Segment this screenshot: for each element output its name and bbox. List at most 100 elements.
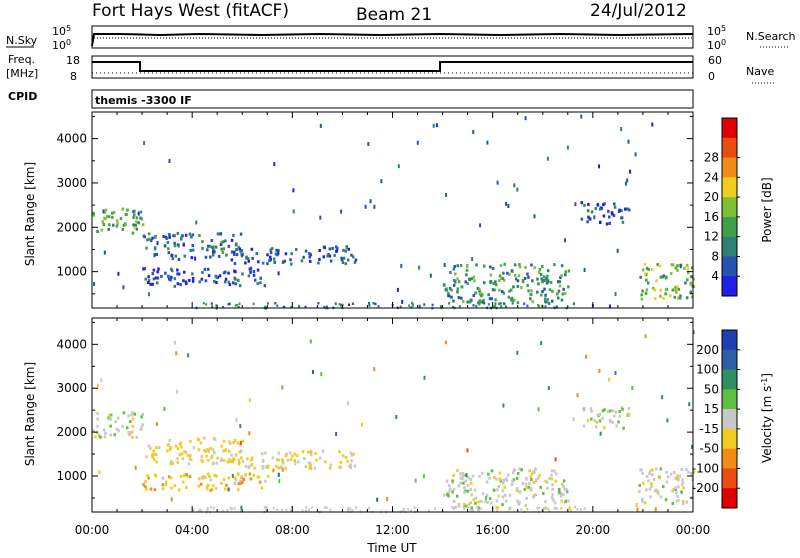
freq-unit: [MHz] [6, 67, 38, 80]
echo-cell [464, 479, 467, 483]
echo-cell [479, 291, 482, 295]
echo-cell [551, 487, 554, 491]
cpid-panel: CPID themis -3300 IF [8, 89, 694, 109]
echo-cell [163, 244, 167, 248]
echo-cell [222, 478, 226, 482]
echo-cell [661, 395, 664, 400]
echo-cell [201, 270, 204, 274]
echo-cell [259, 276, 262, 280]
echo-cell [308, 461, 312, 465]
echo-cell [466, 282, 469, 286]
echo-cell [155, 460, 158, 464]
colorbar-tick-label: 28 [704, 151, 719, 165]
colorbar-segment [722, 349, 737, 371]
echo-cell [518, 263, 521, 267]
echo-cell [133, 226, 136, 230]
echo-cell [601, 409, 605, 413]
colorbar-segment [722, 118, 737, 139]
echo-cell [142, 267, 145, 271]
echo-cell [146, 474, 149, 478]
echo-cell [503, 493, 507, 497]
echo-cell [130, 413, 133, 417]
echo-cell [292, 188, 295, 193]
echo-cell [186, 454, 190, 457]
echo-cell [183, 254, 186, 258]
echo-cell [182, 279, 185, 283]
echo-cell [146, 238, 149, 242]
echo-cell [266, 302, 269, 305]
echo-cell [572, 417, 575, 422]
echo-cell [228, 302, 231, 306]
echo-cell [166, 240, 170, 244]
echo-cell [526, 272, 529, 276]
echo-cell [206, 458, 210, 462]
echo-cell [275, 464, 278, 468]
echo-cell [133, 209, 136, 213]
echo-cell [659, 467, 663, 471]
echo-cell [135, 227, 139, 231]
echo-cell [674, 285, 677, 289]
echo-cell [303, 457, 306, 460]
echo-cell [587, 203, 590, 206]
echo-cell [197, 448, 201, 452]
echo-cell [502, 278, 506, 282]
echo-cell [626, 178, 629, 183]
echo-cell [586, 220, 589, 224]
echo-cell [457, 280, 461, 284]
echo-cell [188, 475, 192, 478]
echo-cell [323, 305, 326, 309]
echo-cell [231, 507, 233, 511]
echo-cell [176, 272, 179, 276]
echo-cell [535, 478, 538, 482]
echo-cell [469, 478, 473, 481]
echo-cell [517, 472, 520, 476]
echo-cell [350, 253, 353, 257]
echo-cell [341, 303, 344, 307]
echo-cell [236, 441, 239, 445]
echo-cell [173, 244, 177, 248]
echo-cell [249, 270, 252, 274]
echo-cell [220, 444, 223, 448]
echo-cell [110, 211, 114, 215]
echo-cell [168, 438, 171, 442]
echo-cell [222, 240, 225, 244]
echo-cell [451, 490, 454, 494]
echo-cell [489, 280, 493, 283]
echo-cell [340, 209, 343, 214]
echo-cell [201, 476, 204, 480]
echo-cell [182, 480, 185, 484]
echo-cell [108, 223, 111, 227]
echo-cell [169, 476, 173, 480]
echo-cell [563, 488, 567, 491]
echo-cell [131, 417, 135, 421]
echo-cell [327, 253, 330, 256]
echo-cell [175, 351, 178, 356]
echo-cell [350, 459, 353, 463]
echo-cell [281, 467, 284, 472]
echo-cell [131, 411, 134, 415]
echo-cell [607, 410, 610, 413]
echo-cell [240, 480, 244, 484]
noise-tick-left-top: 105 [52, 24, 71, 39]
echo-cell [542, 275, 546, 279]
echo-cell [225, 483, 228, 487]
echo-cell [133, 412, 137, 416]
echo-cell [539, 273, 543, 277]
echo-cell [240, 254, 244, 258]
echo-cell [221, 250, 224, 254]
y-tick-label: 2000 [56, 220, 87, 234]
echo-cell [450, 295, 453, 299]
echo-cell [681, 478, 684, 482]
echo-cell [528, 481, 531, 485]
echo-cell [143, 141, 146, 146]
echo-cell [651, 473, 654, 477]
echo-cell [346, 460, 349, 464]
echo-cell [187, 353, 190, 358]
echo-cell [146, 281, 150, 284]
echo-cell [200, 277, 204, 281]
velocity-panel: 1000 2000 3000 4000 Slant Range [km] [23, 317, 696, 514]
echo-cell [104, 217, 107, 221]
echo-cell [692, 470, 696, 474]
echo-cell [276, 508, 279, 511]
echo-cell [152, 452, 155, 456]
